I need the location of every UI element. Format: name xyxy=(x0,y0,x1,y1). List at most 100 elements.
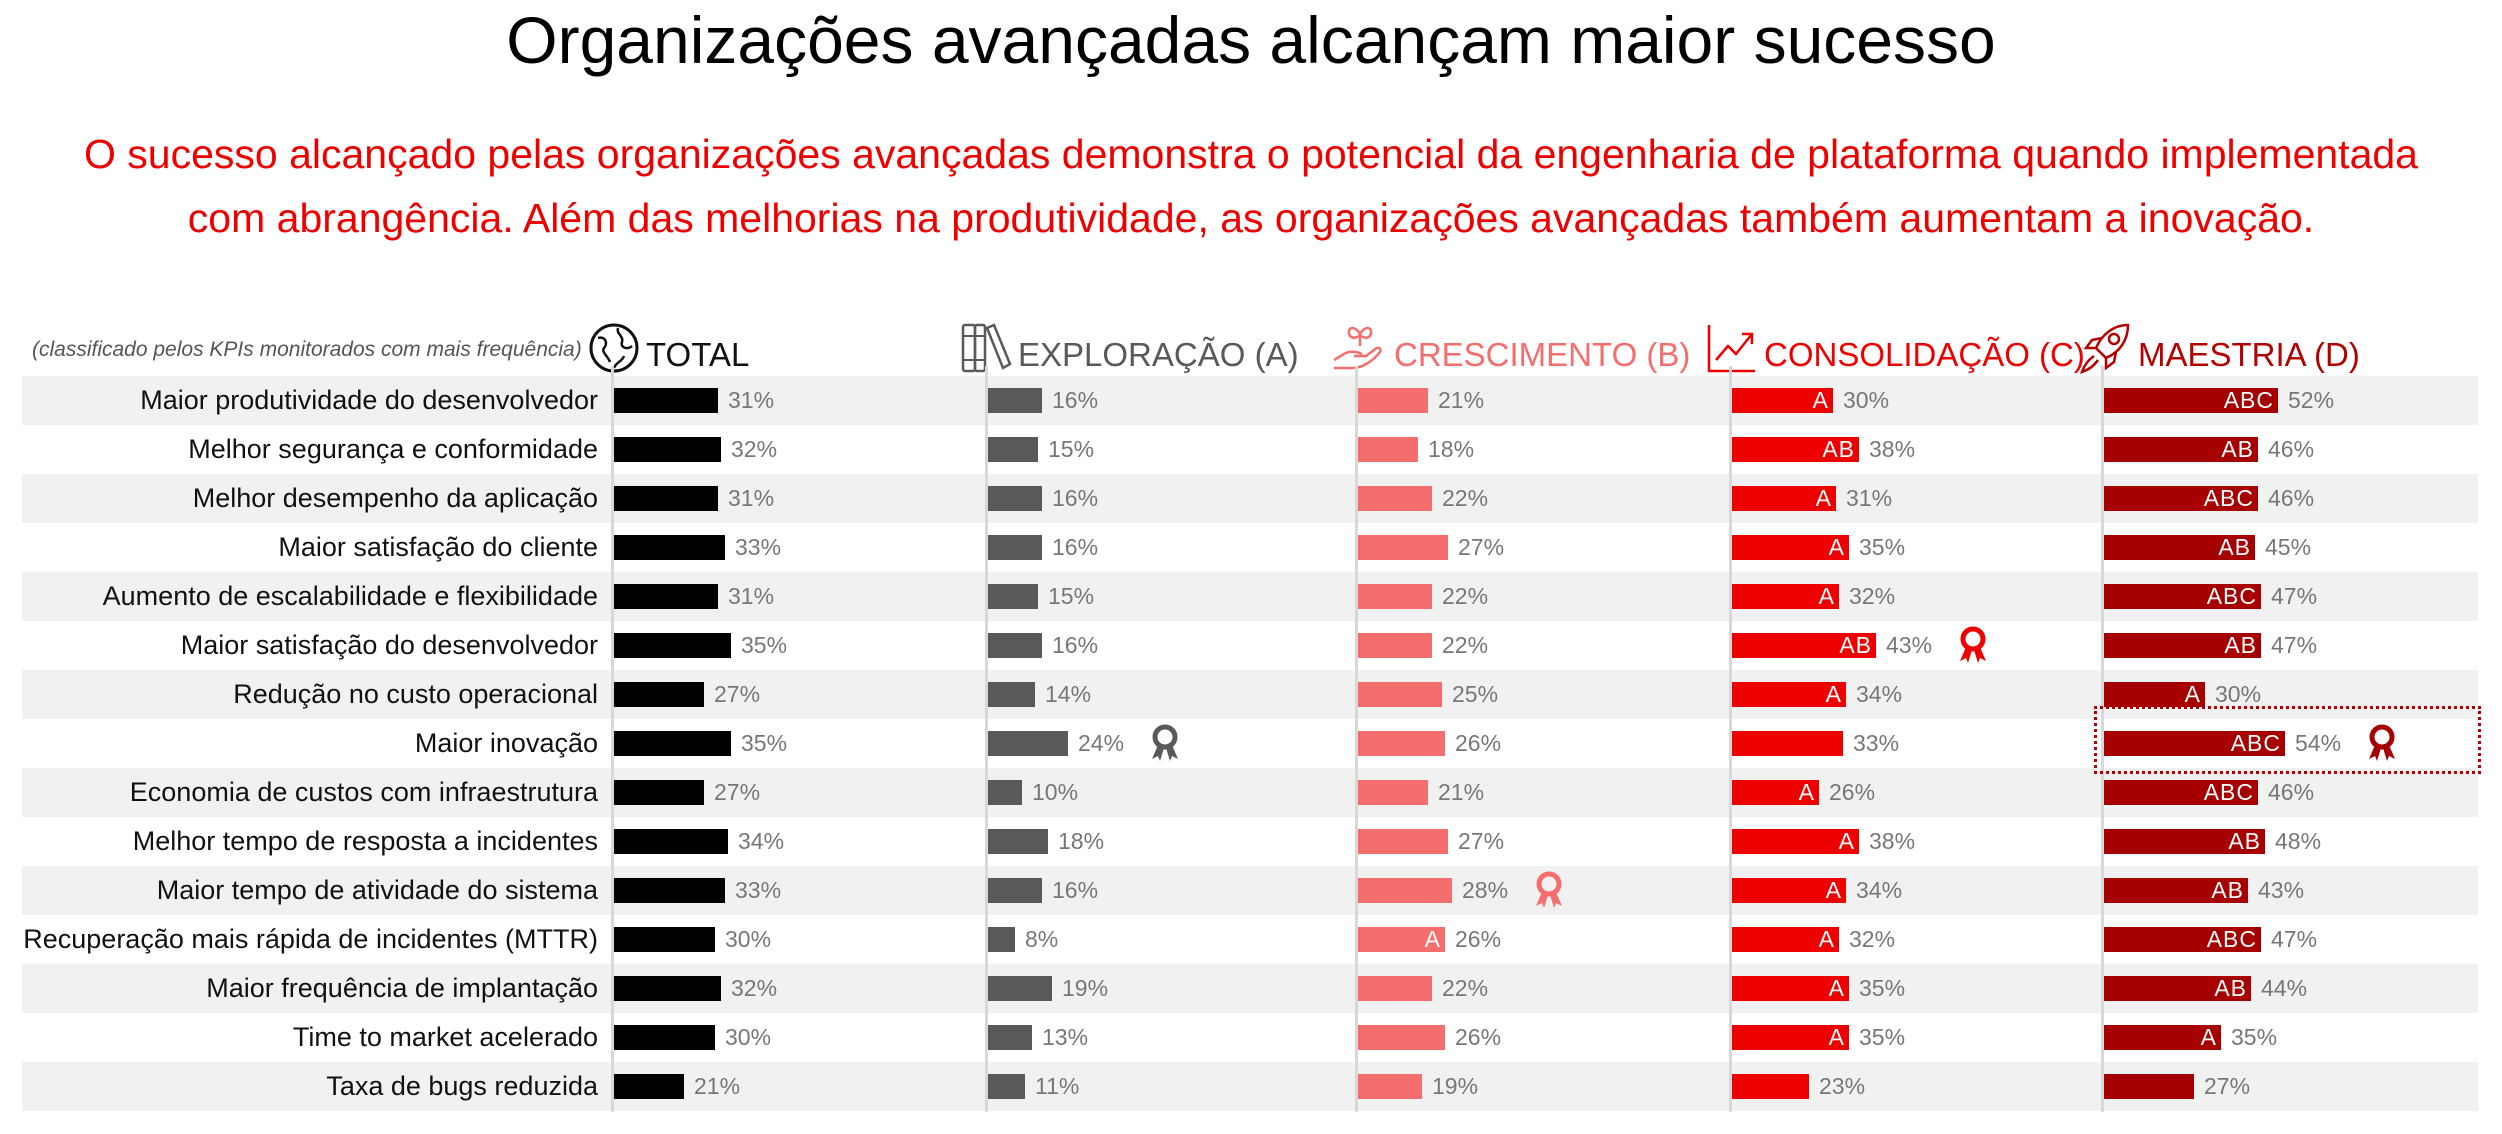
value-label: 13% xyxy=(1042,1024,1089,1050)
significance-label: ABC xyxy=(2203,779,2254,805)
table-row: Aumento de escalabilidade e flexibilidad… xyxy=(22,572,2478,621)
significance-label: ABC xyxy=(2203,485,2254,511)
row-label: Recuperação mais rápida de incidentes (M… xyxy=(23,924,598,954)
row-label: Maior inovação xyxy=(414,728,598,758)
value-label: 44% xyxy=(2261,975,2308,1001)
significance-label: A xyxy=(1828,975,1845,1001)
significance-label: A xyxy=(1828,534,1845,560)
value-label: 16% xyxy=(1052,485,1099,511)
bar xyxy=(988,437,1038,462)
value-label: 31% xyxy=(728,583,775,609)
bar xyxy=(988,1025,1032,1050)
bar xyxy=(1732,1074,1809,1099)
value-label: 33% xyxy=(1853,730,1900,756)
bar xyxy=(988,388,1042,413)
value-label: 23% xyxy=(1819,1073,1866,1099)
value-label: 27% xyxy=(1458,828,1505,854)
value-label: 21% xyxy=(1438,779,1485,805)
bar xyxy=(988,1074,1025,1099)
significance-label: AB xyxy=(2211,877,2244,903)
column-header-consolidacao: CONSOLIDAÇÃO (C) xyxy=(1706,322,2085,374)
bar xyxy=(988,633,1042,658)
significance-label: ABC xyxy=(2206,926,2257,952)
bar: A xyxy=(1732,534,1849,560)
significance-label: ABC xyxy=(2230,730,2281,756)
globe-icon xyxy=(589,323,639,373)
bar xyxy=(1358,780,1428,805)
value-label: 18% xyxy=(1428,436,1475,462)
bar xyxy=(1358,633,1432,658)
value-label: 27% xyxy=(2204,1073,2251,1099)
significance-label: A xyxy=(1825,681,1842,707)
row-label: Aumento de escalabilidade e flexibilidad… xyxy=(102,581,598,611)
value-label: 14% xyxy=(1045,681,1092,707)
column-header-exploracao: EXPLORAÇÃO (A) xyxy=(960,322,1299,374)
subtitle-line-1: O sucesso alcançado pelas organizações a… xyxy=(84,131,2418,177)
bar: A xyxy=(1732,1024,1849,1050)
bar xyxy=(1358,486,1432,511)
value-label: 54% xyxy=(2295,730,2342,756)
value-label: 35% xyxy=(741,730,788,756)
significance-label: A xyxy=(1798,779,1815,805)
bar xyxy=(614,584,718,609)
bar: AB xyxy=(2104,877,2248,903)
bar xyxy=(1358,829,1448,854)
value-label: 22% xyxy=(1442,632,1489,658)
value-label: 34% xyxy=(1856,877,1903,903)
value-label: 35% xyxy=(1859,534,1906,560)
value-label: 24% xyxy=(1078,730,1125,756)
value-label: 48% xyxy=(2275,828,2322,854)
value-label: 33% xyxy=(735,534,782,560)
value-label: 43% xyxy=(2258,877,2305,903)
value-label: 16% xyxy=(1052,877,1099,903)
growth-chart-icon xyxy=(1707,325,1755,373)
value-label: 35% xyxy=(1859,975,1906,1001)
bar xyxy=(614,633,731,658)
bar: AB xyxy=(2104,534,2255,560)
value-label: 18% xyxy=(1058,828,1105,854)
value-label: 16% xyxy=(1052,632,1099,658)
award-ribbon-icon xyxy=(2365,723,2399,768)
bar: A xyxy=(1358,926,1445,952)
row-label: Maior satisfação do cliente xyxy=(278,532,598,562)
significance-label: A xyxy=(1815,485,1832,511)
value-label: 38% xyxy=(1869,436,1916,462)
significance-label: AB xyxy=(2228,828,2261,854)
table-row: Maior tempo de atividade do sistema 33% 16… xyxy=(22,866,2478,915)
bar: A xyxy=(1732,485,1836,511)
bar xyxy=(614,927,715,952)
value-label: 47% xyxy=(2271,583,2318,609)
significance-label: ABC xyxy=(2223,387,2274,413)
value-label: 27% xyxy=(714,779,761,805)
bar xyxy=(1358,682,1442,707)
value-label: 22% xyxy=(1442,583,1489,609)
bar xyxy=(988,486,1042,511)
table-row: Melhor segurança e conformidade 32% 15% 18%… xyxy=(22,425,2478,474)
value-label: 28% xyxy=(1462,877,1509,903)
value-label: 26% xyxy=(1455,730,1502,756)
bar: AB xyxy=(2104,632,2261,658)
value-label: 25% xyxy=(1452,681,1499,707)
row-label: Time to market acelerado xyxy=(292,1022,598,1052)
significance-label: AB xyxy=(2218,534,2251,560)
value-label: 32% xyxy=(731,436,778,462)
bar: ABC xyxy=(2104,730,2285,756)
bar xyxy=(988,927,1015,952)
ranking-note: (classificado pelos KPIs monitorados com… xyxy=(32,338,582,361)
value-label: 47% xyxy=(2271,926,2318,952)
bar xyxy=(614,388,718,413)
column-header-crescimento: CRESCIMENTO (B) xyxy=(1332,322,1690,374)
bar: A xyxy=(1732,975,1849,1001)
value-label: 27% xyxy=(1458,534,1505,560)
table-row: Maior inovação 35% 24% 26% 33% ABC 54% xyxy=(22,719,2478,768)
table-row: Time to market acelerado 30% 13% 26% A 35% A 35… xyxy=(22,1013,2478,1062)
rocket-icon xyxy=(2080,323,2130,374)
value-label: 32% xyxy=(1849,926,1896,952)
significance-label: A xyxy=(1838,828,1855,854)
table-row: Taxa de bugs reduzida 21% 11% 19% 23% 27% xyxy=(22,1062,2478,1111)
bar: A xyxy=(1732,828,1859,854)
bar xyxy=(988,731,1068,756)
bar xyxy=(1358,878,1452,903)
bar xyxy=(1358,388,1428,413)
value-label: 52% xyxy=(2288,387,2335,413)
